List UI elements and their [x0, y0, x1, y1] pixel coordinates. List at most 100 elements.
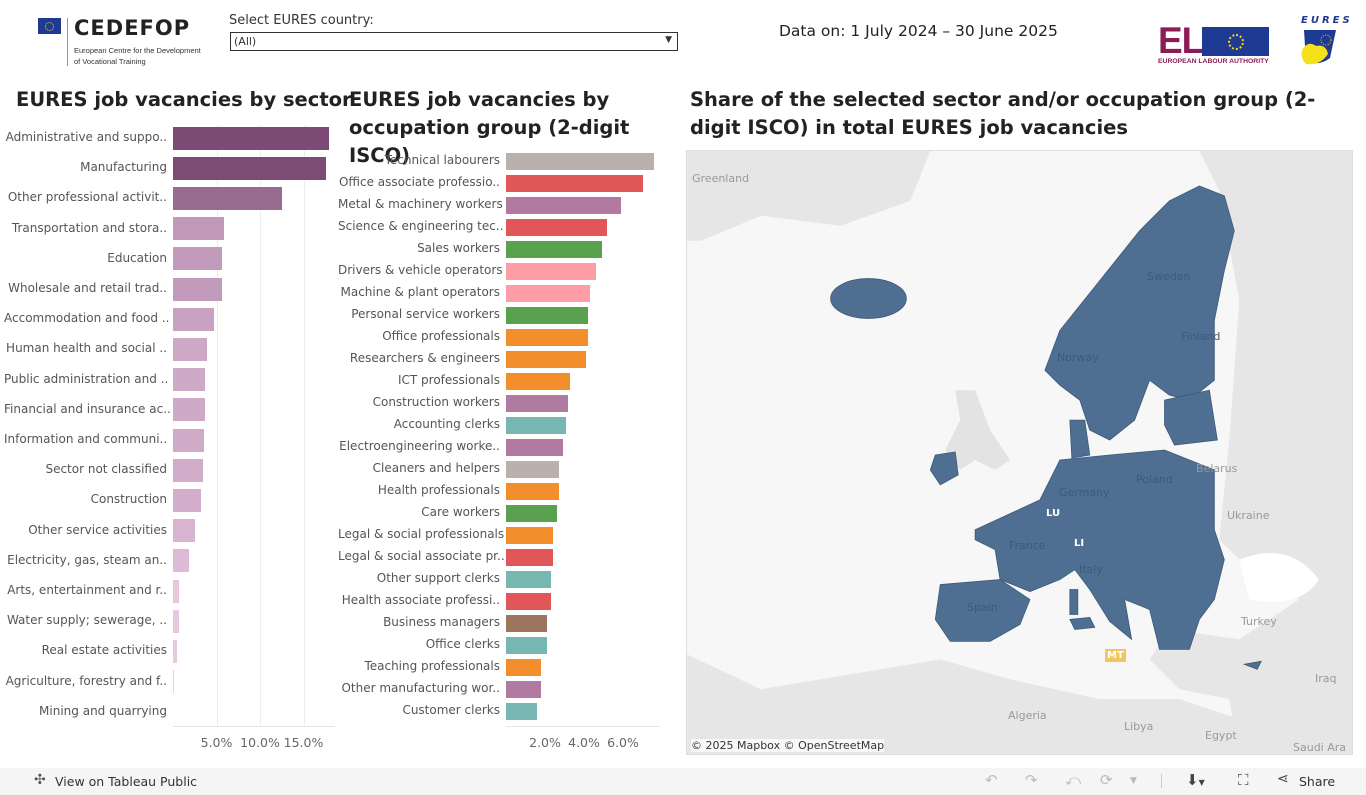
bar[interactable]: [506, 306, 588, 324]
map-canvas: [687, 151, 1352, 754]
bar[interactable]: [173, 398, 206, 422]
bar[interactable]: [506, 196, 622, 214]
bar[interactable]: [173, 549, 189, 573]
bar[interactable]: [506, 548, 553, 566]
cedefop-subtitle-line1: European Centre for the Development: [74, 46, 201, 55]
bar[interactable]: [173, 217, 225, 241]
refresh-icon[interactable]: ⟳: [1100, 771, 1113, 789]
bar[interactable]: [173, 488, 201, 512]
category-label: Metal & machinery workers: [338, 197, 503, 211]
category-label: Machine & plant operators: [340, 285, 500, 299]
category-label: Wholesale and retail trad..: [8, 281, 167, 295]
map-badge-mt[interactable]: MT: [1105, 649, 1126, 662]
map-label-turkey: Turkey: [1241, 615, 1277, 628]
bar[interactable]: [506, 482, 559, 500]
bar[interactable]: [506, 636, 547, 654]
category-label: Office associate professio..: [338, 175, 500, 189]
bar[interactable]: [506, 680, 542, 698]
category-label: Sales workers: [417, 241, 500, 255]
map-badge-lu[interactable]: LU: [1044, 507, 1063, 520]
map-badge-li[interactable]: LI: [1072, 537, 1087, 550]
category-label: Arts, entertainment and r..: [7, 583, 167, 597]
bar[interactable]: [173, 458, 203, 482]
category-label: Administrative and suppo..: [5, 130, 167, 144]
bar[interactable]: [506, 438, 563, 456]
map-label-poland: Poland: [1136, 473, 1173, 486]
bar[interactable]: [173, 126, 329, 150]
map-attribution[interactable]: © 2025 Mapbox © OpenStreetMap: [691, 739, 885, 752]
bar[interactable]: [173, 670, 174, 694]
bar[interactable]: [173, 609, 180, 633]
map-label-iraq: Iraq: [1315, 672, 1337, 685]
bar[interactable]: [506, 460, 559, 478]
tableau-logo-icon: ✣: [34, 772, 46, 788]
share-icon[interactable]: ⋖: [1277, 771, 1289, 787]
download-icon[interactable]: ⬇︎▼: [1186, 771, 1205, 789]
category-label: Electricity, gas, steam an..: [7, 552, 167, 567]
category-label: Office professionals: [382, 329, 500, 343]
country-filter-dropdown[interactable]: (All) ▼: [230, 32, 678, 51]
bar[interactable]: [506, 658, 542, 676]
bar[interactable]: [506, 416, 567, 434]
bar[interactable]: [506, 504, 557, 522]
bar[interactable]: [506, 592, 551, 610]
share-button[interactable]: Share: [1299, 774, 1336, 789]
bar[interactable]: [506, 262, 596, 280]
category-label: Financial and insurance ac..: [4, 401, 171, 416]
category-label: Construction: [90, 492, 167, 507]
black-sea: [1239, 553, 1320, 603]
eures-map[interactable]: Greenland Sweden Finland Norway Belarus …: [686, 150, 1353, 755]
cedefop-subtitle: European Centre for the Development of Vo…: [74, 45, 201, 67]
eures-countries: [830, 185, 1262, 670]
bar[interactable]: [506, 526, 553, 544]
bar[interactable]: [173, 579, 180, 603]
map-label-greenland: Greenland: [692, 172, 750, 185]
bar[interactable]: [506, 570, 551, 588]
category-label: Real estate activities: [41, 643, 167, 658]
undo-icon[interactable]: ↶: [985, 771, 998, 789]
category-label: Other professional activit..: [7, 190, 167, 205]
x-tick-label: 10.0%: [240, 735, 280, 750]
x-tick-label: 6.0%: [607, 735, 639, 750]
cedefop-subtitle-line2: of Vocational Training: [74, 57, 146, 66]
bar[interactable]: [506, 328, 588, 346]
category-label: Customer clerks: [402, 703, 500, 717]
bar[interactable]: [173, 277, 222, 301]
refresh-dropdown-icon[interactable]: ▼: [1130, 776, 1137, 786]
view-on-tableau-link[interactable]: View on Tableau Public: [55, 774, 198, 789]
bar[interactable]: [506, 372, 571, 390]
category-label: Drivers & vehicle operators: [338, 263, 503, 277]
sector-bar-chart: 5.0% 10.0% 15.0% Administrative and suppo..…: [0, 0, 680, 760]
bar[interactable]: [173, 428, 205, 452]
bar[interactable]: [173, 156, 327, 180]
fullscreen-icon[interactable]: ⛶: [1238, 771, 1249, 789]
bar[interactable]: [506, 240, 602, 258]
bar[interactable]: [506, 284, 590, 302]
bar[interactable]: [506, 614, 547, 632]
category-label: Personal service workers: [351, 307, 500, 321]
bar[interactable]: [506, 350, 586, 368]
category-label: Human health and social ..: [6, 341, 167, 356]
revert-icon[interactable]: ⤺: [1065, 771, 1082, 789]
bar[interactable]: [506, 218, 608, 236]
eu-flag-icon: [38, 18, 61, 34]
bar[interactable]: [173, 247, 222, 271]
category-label: Other manufacturing wor..: [341, 681, 500, 695]
bar[interactable]: [506, 394, 569, 412]
bar[interactable]: [173, 337, 207, 361]
map-label-algeria: Algeria: [1008, 709, 1047, 722]
redo-icon[interactable]: ↷: [1025, 771, 1038, 789]
bar[interactable]: [173, 307, 214, 331]
category-label: Water supply; sewerage, ..: [6, 613, 167, 628]
category-label: Education: [107, 250, 167, 265]
bar[interactable]: [173, 186, 282, 210]
bar[interactable]: [506, 174, 643, 192]
bar[interactable]: [506, 702, 538, 720]
bar[interactable]: [173, 368, 206, 392]
bar[interactable]: [173, 519, 195, 543]
bar[interactable]: [173, 639, 178, 663]
bar[interactable]: [506, 152, 655, 170]
date-range: Data on: 1 July 2024 – 30 June 2025: [779, 22, 1058, 40]
greenland-land: [687, 151, 931, 241]
category-label: Transportation and stora..: [11, 220, 167, 235]
